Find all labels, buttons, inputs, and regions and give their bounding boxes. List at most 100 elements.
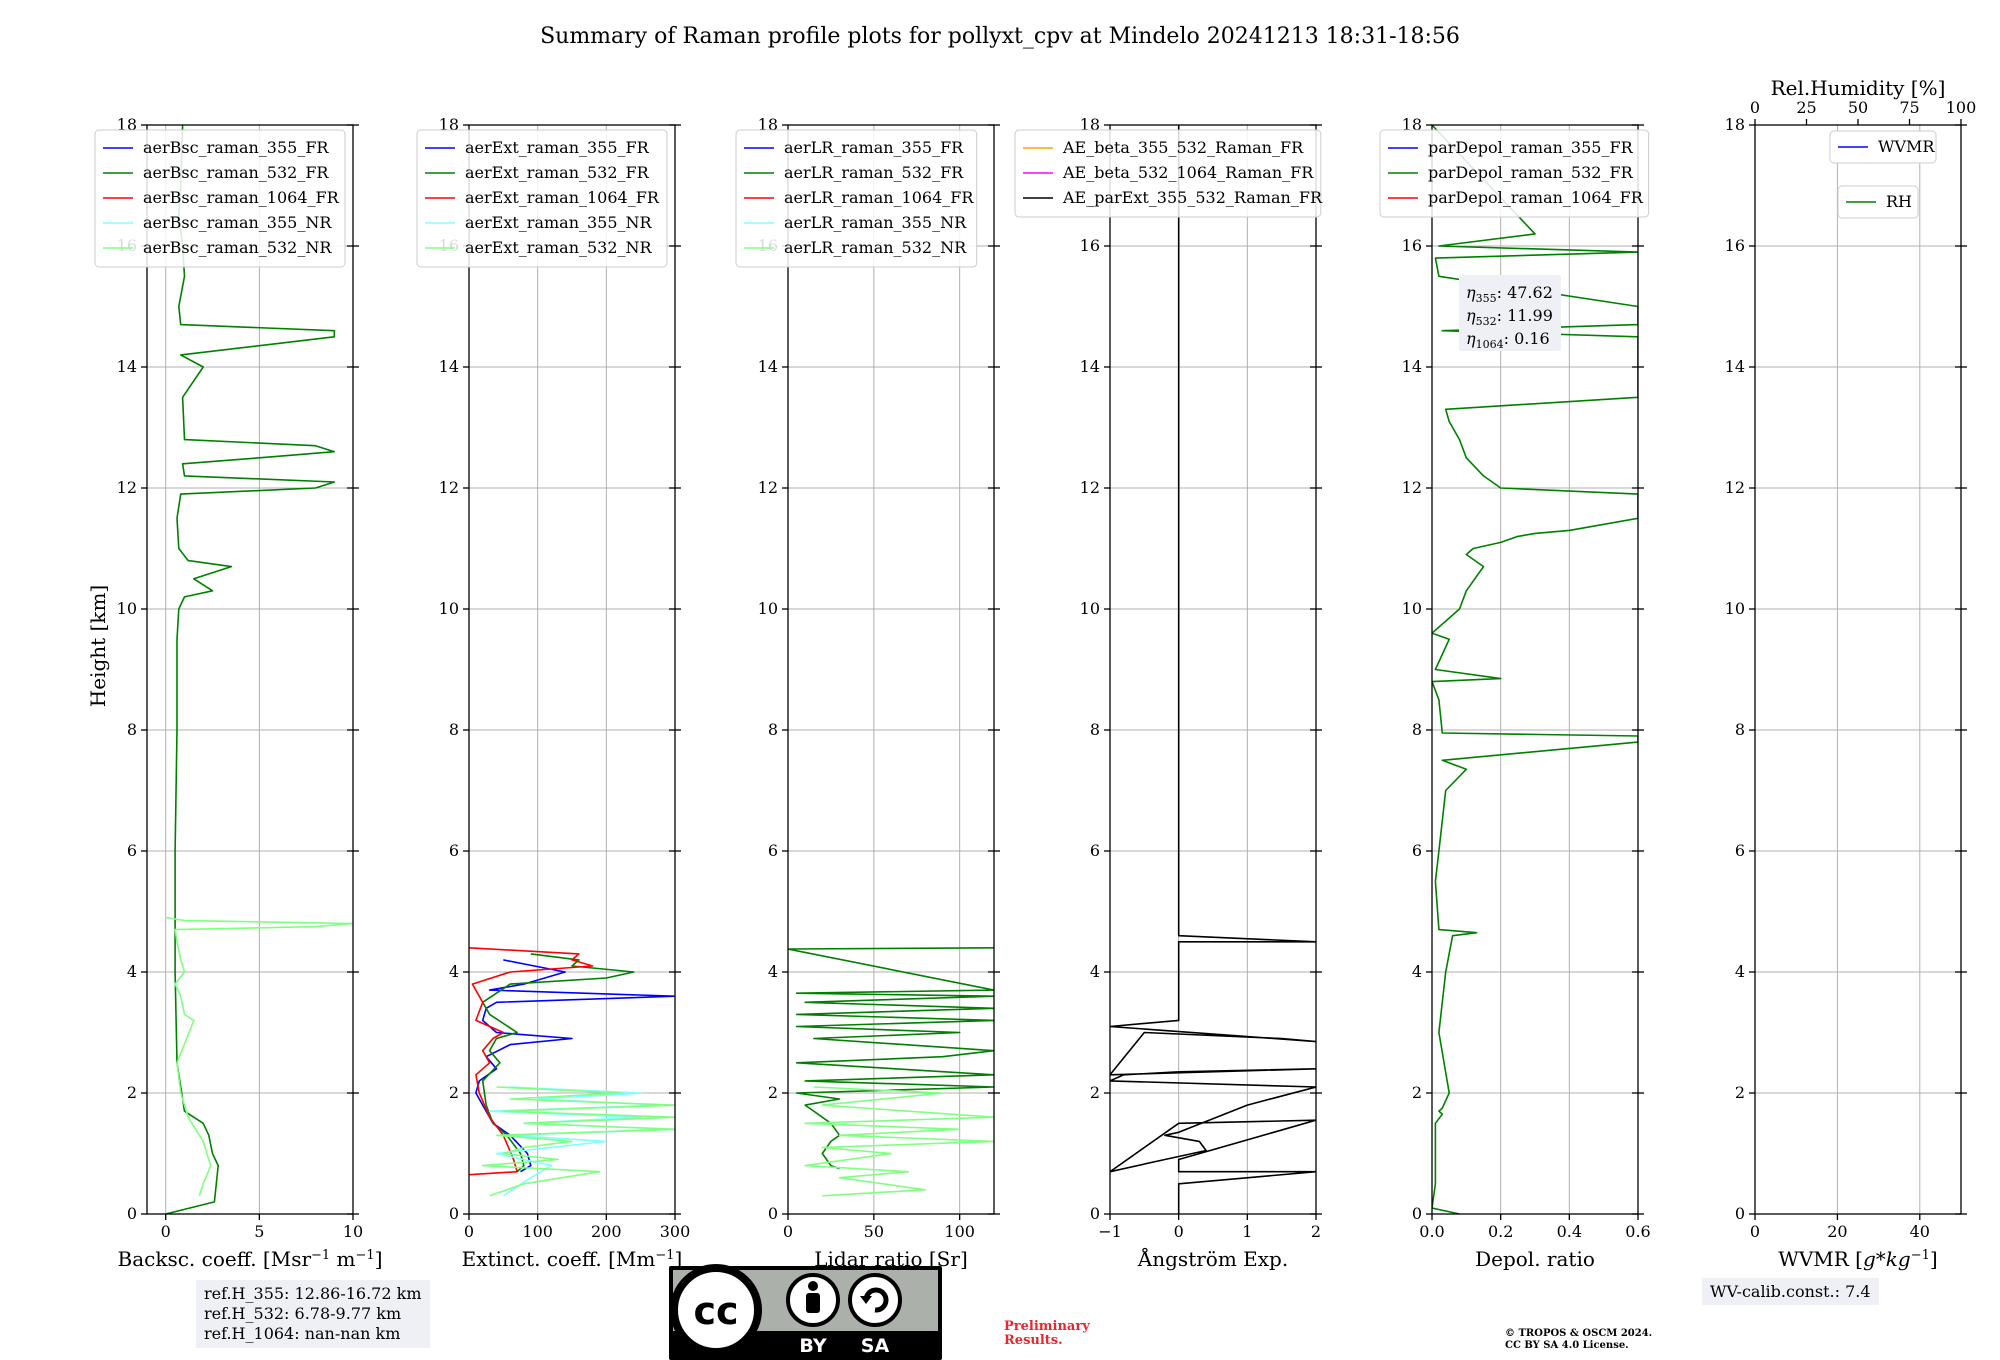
y-tick-label: 10 [439, 599, 459, 618]
y-tick-label: 10 [117, 599, 137, 618]
cc-icon [670, 1264, 762, 1356]
sa-label: SA [861, 1335, 890, 1357]
x-tick-label: 40 [1910, 1222, 1930, 1241]
preliminary-line-1: Preliminary [1004, 1319, 1090, 1334]
y-tick-label: 14 [439, 357, 459, 376]
legend-wvmr: WVMR RH [1829, 130, 1937, 219]
top-x-tick-label: 0 [1750, 98, 1760, 117]
y-tick-label: 12 [758, 478, 778, 497]
top-x-tick-label: 100 [1946, 98, 1977, 117]
y-tick-label: 12 [1080, 478, 1100, 497]
ticks-depolarization [1426, 124, 1644, 1220]
axes-frame-backscatter [146, 124, 354, 1215]
by-icon-body [806, 1293, 820, 1313]
legend-label: RH [1886, 192, 1912, 211]
y-tick-label: 14 [117, 357, 137, 376]
y-tick-label: 16 [1725, 236, 1745, 255]
legend-label: aerBsc_raman_355_FR [143, 138, 329, 157]
legend-box [94, 129, 346, 268]
legend-label: aerBsc_raman_1064_FR [143, 188, 340, 207]
legend-label: AE_beta_532_1064_Raman_FR [1062, 163, 1314, 182]
legend-box [1379, 129, 1650, 218]
legend-box [1014, 129, 1322, 218]
legend-label: parDepol_raman_532_FR [1428, 163, 1634, 182]
legend-label: WVMR [1878, 137, 1935, 156]
x-tick-label: 0.4 [1557, 1222, 1582, 1241]
y-tick-label: 2 [449, 1083, 459, 1102]
x-tick-label: 0.6 [1625, 1222, 1650, 1241]
x-tick-label: 0 [1174, 1222, 1184, 1241]
y-tick-label: 4 [1412, 962, 1422, 981]
y-tick-label: 8 [127, 720, 137, 739]
legend-label: aerLR_raman_355_NR [784, 213, 967, 232]
legend-box [735, 129, 978, 268]
sa-icon-arrow [860, 1296, 872, 1304]
figure-title: Summary of Raman profile plots for polly… [540, 24, 1460, 49]
x-tick-label: 50 [864, 1222, 884, 1241]
legend-label: AE_beta_355_532_Raman_FR [1062, 138, 1304, 157]
y-tick-label: 14 [1402, 357, 1422, 376]
eta-532: η532: 11.99 [1466, 306, 1553, 328]
x-tick-label: 10 [343, 1222, 363, 1241]
y-tick-label: 18 [1725, 115, 1745, 134]
y-tick-label: 4 [1735, 962, 1745, 981]
y-tick-label: 14 [758, 357, 778, 376]
y-tick-label: 0 [768, 1204, 778, 1223]
x-tick-label: 0 [783, 1222, 793, 1241]
by-label: BY [799, 1335, 826, 1357]
top-x-tick-label: 25 [1796, 98, 1816, 117]
grid-angstrom [1109, 124, 1317, 1215]
y-tick-label: 8 [1735, 720, 1745, 739]
legend-label: AE_parExt_355_532_Raman_FR [1062, 188, 1323, 207]
y-tick-label: 16 [1402, 236, 1422, 255]
x-tick-label: 2 [1311, 1222, 1321, 1241]
series-line-aerLR_raman_532_NR [804, 1086, 994, 1197]
y-tick-label: 2 [768, 1083, 778, 1102]
y-tick-label: 0 [1735, 1204, 1745, 1223]
ticks-backscatter [141, 124, 359, 1220]
y-tick-label: 12 [1725, 478, 1745, 497]
ticks-lidar_ratio [782, 124, 1000, 1220]
legend-extinction: aerExt_raman_355_FR aerExt_raman_532_FRae… [416, 129, 668, 268]
y-tick-label: 4 [449, 962, 459, 981]
legend-depolarization: parDepol_raman_355_FR parDepol_raman_532_… [1379, 129, 1650, 218]
legend-box [1829, 130, 1937, 164]
x-tick-label: 200 [591, 1222, 622, 1241]
legend-box [416, 129, 668, 268]
ticks-extinction [463, 124, 681, 1220]
y-tick-label: 0 [1412, 1204, 1422, 1223]
ref-height-355: ref.H_355: 12.86-16.72 km [204, 1284, 422, 1303]
y-tick-label: 18 [1402, 115, 1422, 134]
legend-box [1837, 185, 1919, 219]
axes-frame-depolarization [1431, 124, 1639, 1215]
tick-labels-wvmr: 0 2 4 6 8 10 12 14 16 18 0 20 40 0 25 50 75 100 [1725, 98, 1977, 1241]
x-axis-label-backscatter: Backsc. coeff. [Msr−1 m−1] [118, 1247, 383, 1271]
legend-label: aerLR_raman_532_FR [784, 163, 964, 182]
y-tick-label: 6 [449, 841, 459, 860]
y-tick-label: 6 [1090, 841, 1100, 860]
copyright-line-2: CC BY SA 4.0 License. [1505, 1340, 1629, 1351]
ticks-angstrom [1104, 124, 1322, 1220]
y-tick-label: 2 [1412, 1083, 1422, 1102]
y-tick-label: 8 [768, 720, 778, 739]
y-axis-label: Height [km] [86, 585, 110, 707]
y-tick-label: 12 [117, 478, 137, 497]
x-tick-label: 20 [1827, 1222, 1847, 1241]
y-tick-label: 10 [1725, 599, 1745, 618]
y-tick-label: 6 [1412, 841, 1422, 860]
grid-wvmr [1754, 124, 1961, 1215]
x-tick-label: 5 [254, 1222, 264, 1241]
legend-label: aerExt_raman_532_FR [465, 163, 650, 182]
tick-labels-extinction: 0246810121416180100200300 [439, 115, 691, 1241]
cc-by-sa-badge: cc BY SA [669, 1264, 942, 1360]
legend-label: aerBsc_raman_532_FR [143, 163, 329, 182]
legend-lidar_ratio: aerLR_raman_355_FR aerLR_raman_532_FR aerL… [735, 129, 978, 268]
y-tick-label: 0 [449, 1204, 459, 1223]
top-x-tick-label: 50 [1848, 98, 1868, 117]
legend-label: aerExt_raman_532_NR [465, 238, 653, 257]
eta-355: η355: 47.62 [1466, 283, 1553, 305]
y-tick-label: 8 [1412, 720, 1422, 739]
x-tick-label: 300 [660, 1222, 691, 1241]
